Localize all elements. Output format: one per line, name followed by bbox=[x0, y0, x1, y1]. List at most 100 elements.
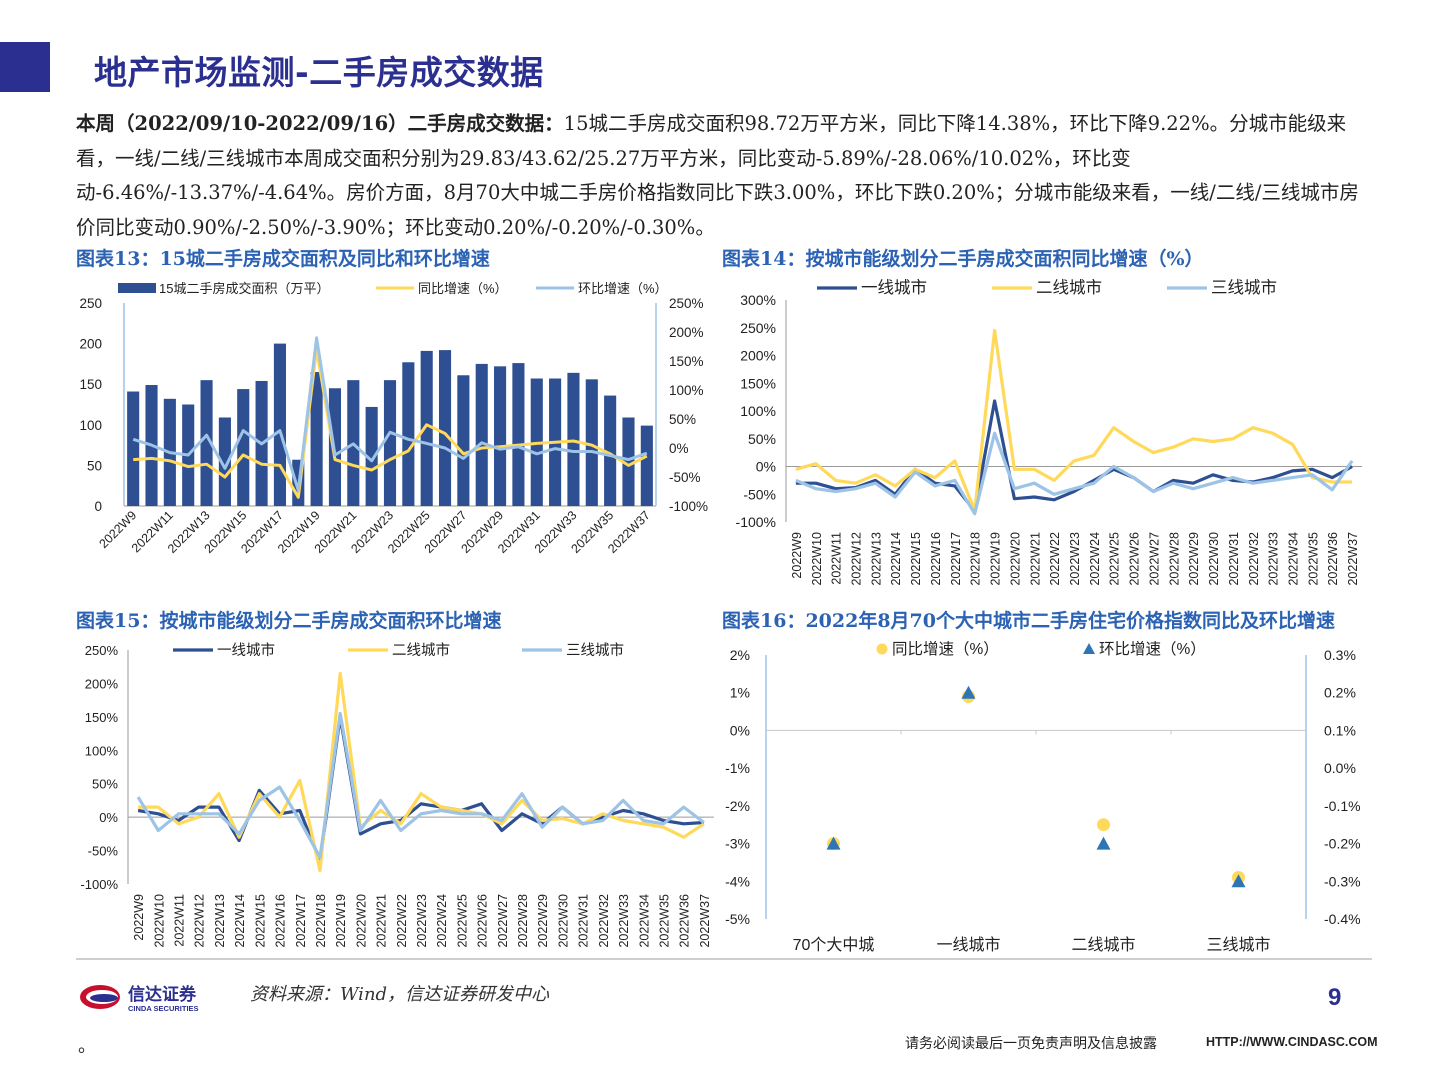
fig14-x-tick-label: 2022W32 bbox=[1247, 532, 1261, 586]
fig16-legend-triangle-swatch bbox=[1083, 643, 1095, 654]
fig14-y-tick-label: 150% bbox=[740, 375, 776, 391]
fig14-x-tick-label: 2022W12 bbox=[850, 532, 864, 586]
fig13-bar bbox=[475, 363, 488, 506]
summary-lead: 本周（2022/09/10-2022/09/16）二手房成交数据： bbox=[76, 112, 564, 135]
fig15-x-tick-label: 2022W15 bbox=[253, 894, 267, 948]
fig14-y-tick-label: -100% bbox=[736, 514, 776, 530]
fig14-x-tick-label: 2022W24 bbox=[1088, 532, 1102, 586]
fig15-legend-label-1: 二线城市 bbox=[392, 642, 450, 659]
fig13-series-line-2 bbox=[132, 336, 648, 492]
page-title: 地产市场监测-二手房成交数据 bbox=[94, 53, 544, 92]
fig15-x-tick-label: 2022W16 bbox=[274, 894, 288, 948]
figure-16-svg: -5% -4% -3% -2% -1% 0% 1% 2% -0.4% -0.3% -0.2% -0.1… bbox=[725, 640, 1361, 954]
fig16-left-tick-label: -3% bbox=[725, 836, 750, 852]
fig15-y-tick-label: 0% bbox=[99, 810, 118, 825]
fig15-y-tick-label: -100% bbox=[80, 877, 118, 892]
fig13-right-tick-label: 0% bbox=[669, 441, 689, 456]
fig15-x-tick-label: 2022W37 bbox=[698, 894, 712, 948]
fig14-x-tick-label: 2022W18 bbox=[969, 532, 983, 586]
logo-cn-text: 信达证券 bbox=[128, 984, 197, 1005]
fig15-x-tick-label: 2022W19 bbox=[334, 894, 348, 948]
fig15-x-tick-label: 2022W12 bbox=[193, 894, 207, 948]
fig14-legend-label-0: 一线城市 bbox=[861, 278, 927, 297]
fig13-right-tick-label: -50% bbox=[669, 470, 701, 485]
figure-14-svg: -100% -50% 0% 50% 100% 150% 200% 250% 300% 2022W9… bbox=[736, 278, 1362, 586]
fig15-x-tick-label: 2022W28 bbox=[516, 894, 530, 948]
fig14-y-tick-label: 200% bbox=[740, 348, 776, 364]
fig14-y-tick-label: 300% bbox=[740, 292, 776, 308]
fig14-x-tick-label: 2022W27 bbox=[1147, 532, 1161, 586]
fig16-left-tick-label: 1% bbox=[730, 685, 750, 701]
fig13-left-tick-label: 250 bbox=[79, 296, 102, 311]
fig15-x-tick-label: 2022W32 bbox=[597, 894, 611, 948]
fig15-x-tick-label: 2022W9 bbox=[132, 894, 146, 941]
fig14-x-tick-label: 2022W33 bbox=[1267, 532, 1281, 586]
fig16-left-tick-label: 2% bbox=[730, 647, 750, 663]
fig13-right-tick-label: 50% bbox=[669, 412, 696, 427]
website-link[interactable]: HTTP://WWW.CINDASC.COM bbox=[1206, 1035, 1378, 1049]
trailing-period: 。 bbox=[78, 1036, 96, 1057]
fig14-x-tick-label: 2022W29 bbox=[1187, 532, 1201, 586]
fig15-series-line-0 bbox=[137, 715, 705, 863]
fig16-category-label: 二线城市 bbox=[1071, 936, 1135, 954]
fig13-bar bbox=[622, 417, 635, 506]
fig14-x-tick-label: 2022W17 bbox=[949, 532, 963, 586]
fig14-legend-label-1: 二线城市 bbox=[1036, 278, 1102, 297]
fig14-x-tick-label: 2022W10 bbox=[810, 532, 824, 586]
fig13-bar bbox=[640, 425, 653, 506]
fig13-bar bbox=[604, 395, 617, 506]
fig13-left-tick-label: 100 bbox=[79, 418, 102, 433]
fig13-right-tick-label: -100% bbox=[669, 499, 708, 514]
fig13-bar bbox=[585, 379, 598, 506]
figure-14-title: 图表14：按城市能级划分二手房成交面积同比增速（%） bbox=[722, 248, 1204, 270]
fig16-left-tick-label: -4% bbox=[725, 873, 750, 889]
fig13-bar bbox=[567, 372, 580, 506]
fig14-x-tick-label: 2022W35 bbox=[1306, 532, 1320, 586]
fig16-category-label: 一线城市 bbox=[936, 936, 1000, 954]
fig14-series-line-0 bbox=[795, 399, 1353, 513]
fig14-legend-label-2: 三线城市 bbox=[1211, 278, 1277, 297]
fig14-x-tick-label: 2022W31 bbox=[1227, 532, 1241, 586]
fig14-x-tick-label: 2022W34 bbox=[1286, 532, 1300, 586]
fig15-x-tick-label: 2022W21 bbox=[375, 894, 389, 948]
fig15-x-tick-label: 2022W26 bbox=[476, 894, 490, 948]
disclaimer-text: 请务必阅读最后一页免责声明及信息披露 bbox=[905, 1036, 1157, 1052]
fig16-right-tick-label: -0.2% bbox=[1324, 836, 1361, 852]
fig15-x-tick-label: 2022W30 bbox=[556, 894, 570, 948]
fig13-bar bbox=[273, 343, 286, 506]
fig13-left-tick-label: 150 bbox=[79, 377, 102, 392]
fig16-legend-mom-label: 环比增速（%） bbox=[1099, 640, 1206, 658]
fig13-left-tick-label: 0 bbox=[94, 499, 102, 514]
fig14-x-tick-label: 2022W9 bbox=[790, 532, 804, 579]
fig13-legend-yoy-label: 同比增速（%） bbox=[418, 281, 508, 296]
fig13-bar bbox=[457, 375, 470, 506]
fig15-y-tick-label: 150% bbox=[85, 710, 119, 725]
fig13-legend-bar-label: 15城二手房成交面积（万平） bbox=[159, 281, 329, 296]
footer-divider bbox=[76, 958, 1372, 960]
fig16-legend-yoy-label: 同比增速（%） bbox=[892, 640, 999, 658]
fig14-x-tick-label: 2022W30 bbox=[1207, 532, 1221, 586]
fig13-bar bbox=[127, 391, 140, 506]
figure-16-title: 图表16：2022年8月70个大中城市二手房住宅价格指数同比及环比增速 bbox=[722, 610, 1335, 632]
fig16-mom-point bbox=[1096, 836, 1111, 850]
fig13-bar bbox=[420, 350, 433, 506]
fig14-x-tick-label: 2022W28 bbox=[1167, 532, 1181, 586]
fig16-mom-point bbox=[1231, 874, 1246, 888]
fig16-right-tick-label: 0.2% bbox=[1324, 685, 1356, 701]
fig14-x-tick-label: 2022W11 bbox=[830, 532, 844, 585]
figure-16-chart: -5% -4% -3% -2% -1% 0% 1% 2% -0.4% -0.3% -0.2% -0.1… bbox=[722, 634, 1372, 956]
figure-13-title: 图表13：15城二手房成交面积及同比和环比增速 bbox=[76, 248, 490, 270]
fig15-x-tick-label: 2022W29 bbox=[536, 894, 550, 948]
fig16-left-tick-label: -2% bbox=[725, 798, 750, 814]
fig15-y-tick-label: -50% bbox=[88, 844, 119, 859]
fig15-x-tick-label: 2022W14 bbox=[233, 894, 247, 948]
fig13-right-tick-label: 250% bbox=[669, 296, 704, 311]
cinda-logo: 信达证券 CINDA SECURITIES bbox=[78, 978, 218, 1018]
fig13-right-tick-label: 100% bbox=[669, 383, 704, 398]
summary-body: 15城二手房成交面积98.72万平方米，同比下降14.38%，环比下降9.22%… bbox=[76, 112, 1359, 239]
fig16-right-tick-label: 0.0% bbox=[1324, 760, 1356, 776]
fig13-left-tick-label: 50 bbox=[87, 458, 102, 473]
fig16-left-tick-label: 0% bbox=[730, 722, 750, 738]
fig14-y-tick-label: 250% bbox=[740, 320, 776, 336]
fig15-x-tick-label: 2022W10 bbox=[152, 894, 166, 948]
